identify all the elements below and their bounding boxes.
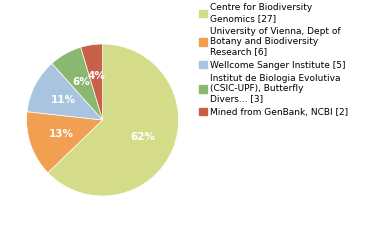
Text: 62%: 62% <box>131 132 156 142</box>
Text: 11%: 11% <box>51 95 76 105</box>
Text: 4%: 4% <box>87 71 105 81</box>
Wedge shape <box>48 44 179 196</box>
Wedge shape <box>27 63 103 120</box>
Text: 13%: 13% <box>48 129 73 139</box>
Wedge shape <box>52 47 103 120</box>
Wedge shape <box>27 112 103 173</box>
Legend: Centre for Biodiversity
Genomics [27], University of Vienna, Dept of
Botany and : Centre for Biodiversity Genomics [27], U… <box>198 2 349 117</box>
Text: 6%: 6% <box>72 77 90 87</box>
Wedge shape <box>81 44 103 120</box>
